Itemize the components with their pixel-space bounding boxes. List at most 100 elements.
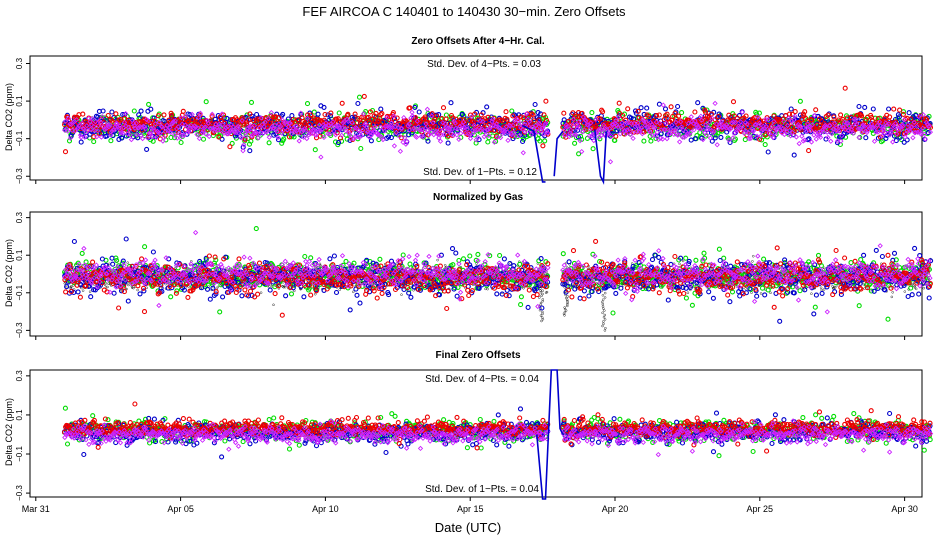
data-point-black <box>136 288 139 292</box>
data-point-black <box>81 289 85 292</box>
data-point-blue <box>388 135 394 141</box>
data-point-blue <box>335 140 342 146</box>
data-point-green <box>200 136 207 142</box>
data-point-blue <box>476 137 482 143</box>
panel-1-annotation-top: Std. Dev. of 4−Pts. = 0.03 <box>427 59 541 70</box>
data-point-magenta <box>505 137 511 144</box>
data-point-black <box>130 286 134 289</box>
data-point-black <box>126 261 129 264</box>
data-point-magenta <box>799 133 805 139</box>
data-point-blue <box>712 135 718 141</box>
data-point-green <box>358 145 364 152</box>
data-point-blue <box>692 136 698 142</box>
data-point-blue <box>641 111 647 117</box>
data-point-green <box>146 101 152 107</box>
data-point-blue <box>863 135 869 141</box>
data-point-blue <box>718 134 724 140</box>
data-point-black <box>259 291 263 294</box>
data-point-green <box>509 108 515 114</box>
data-point-black <box>352 290 355 293</box>
data-point-blue <box>406 132 412 138</box>
data-point-red <box>80 111 86 117</box>
data-point-blue <box>638 105 644 111</box>
data-point-green <box>291 134 297 140</box>
data-point-red <box>842 85 848 91</box>
panel-2-title: Normalized by Gas <box>433 192 523 203</box>
data-point-blue <box>187 112 193 118</box>
data-point-black <box>486 287 489 291</box>
data-point-magenta <box>607 159 614 165</box>
data-point-blue <box>856 103 862 110</box>
data-point-green <box>356 94 363 100</box>
panel-1-ylabel: Delta CO2 (ppm) <box>4 83 14 151</box>
data-point-green <box>589 110 595 116</box>
data-point-blue <box>532 101 538 108</box>
y-tick-label: −0.3 <box>15 168 24 184</box>
data-point-black <box>268 285 271 288</box>
data-point-green <box>172 135 178 141</box>
data-point-magenta <box>318 154 324 160</box>
data-point-blue <box>385 134 392 140</box>
data-point-blue <box>510 136 516 142</box>
data-point-blue <box>377 128 383 134</box>
panel-1-marks <box>62 85 934 185</box>
data-point-green <box>597 136 603 142</box>
data-point-red <box>897 107 903 113</box>
data-point-red <box>838 112 844 118</box>
data-point-blue <box>275 137 282 143</box>
data-point-blue <box>788 106 794 112</box>
data-point-green <box>336 110 342 116</box>
data-point-red <box>339 100 345 106</box>
data-point-green <box>203 99 209 105</box>
data-point-magenta <box>456 136 462 143</box>
data-point-red <box>900 111 906 117</box>
data-point-blue <box>425 138 431 144</box>
data-point-blue <box>826 111 832 117</box>
data-point-magenta <box>659 136 666 142</box>
y-tick-label: −0.1 <box>15 284 24 300</box>
data-point-red <box>361 93 367 99</box>
data-point-blue <box>327 113 334 119</box>
data-point-red <box>503 109 509 115</box>
data-point-red <box>543 98 549 104</box>
data-point-blue <box>100 108 106 114</box>
y-tick-label: 0.3 <box>15 57 24 69</box>
data-point-green <box>742 137 748 143</box>
data-point-blue <box>681 129 687 135</box>
panel-1-title: Zero Offsets After 4−Hr. Cal. <box>411 36 545 47</box>
data-point-blue <box>412 104 418 110</box>
data-point-green <box>304 101 311 107</box>
data-point-green <box>443 112 449 118</box>
data-point-red <box>668 104 674 110</box>
data-point-blue <box>883 135 889 141</box>
data-point-blue <box>247 148 253 154</box>
data-point-magenta <box>871 138 878 144</box>
data-point-red <box>91 134 97 140</box>
data-point-green <box>537 138 543 144</box>
data-point-magenta <box>339 132 345 138</box>
data-point-blue <box>138 108 144 114</box>
data-point-black <box>444 264 447 267</box>
data-point-red <box>616 100 622 106</box>
data-point-blue <box>136 112 142 118</box>
panel-2: Normalized by Gas Delta CO2 (ppm) 0.30.1… <box>4 192 934 340</box>
data-point-black <box>132 286 135 290</box>
data-point-blue <box>445 140 451 146</box>
data-point-blue <box>315 111 321 117</box>
panel-1-annotation-bottom: Std. Dev. of 1−Pts. = 0.12 <box>423 167 537 178</box>
data-point-blue <box>886 106 892 112</box>
data-point-magenta <box>828 138 834 144</box>
data-point-blue <box>632 108 639 114</box>
data-point-red <box>394 115 400 121</box>
data-point-red <box>161 112 167 118</box>
data-point-blue <box>416 109 422 115</box>
data-point-green <box>248 99 255 105</box>
data-point-blue <box>834 140 841 146</box>
data-point-blue <box>219 136 225 142</box>
data-point-red <box>806 148 812 154</box>
data-point-blue <box>545 128 551 134</box>
data-point-green <box>178 139 184 146</box>
data-point-blue <box>709 138 715 144</box>
data-point-blue <box>896 114 902 120</box>
